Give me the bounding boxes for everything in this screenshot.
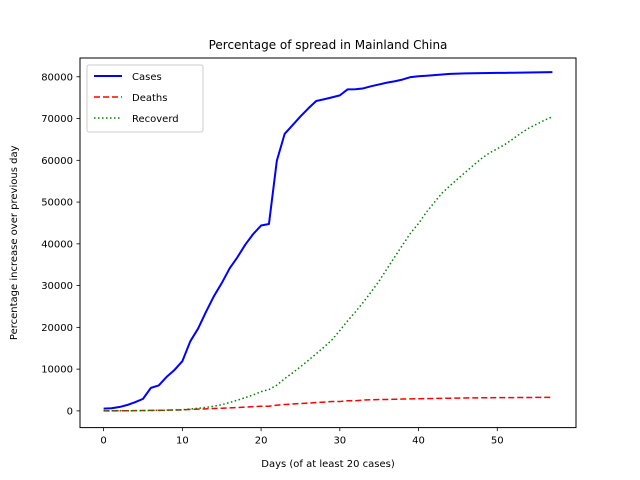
y-tick-label: 20000 [41, 323, 73, 334]
legend-label-cases: Cases [132, 72, 162, 83]
x-axis-label: Days (of at least 20 cases) [261, 459, 395, 470]
series-layer [103, 71, 553, 412]
y-tick-label: 30000 [41, 281, 73, 292]
x-tick-label: 50 [491, 436, 504, 447]
x-tick-label: 20 [255, 436, 268, 447]
x-tick-label: 0 [100, 436, 106, 447]
y-tick-label: 40000 [41, 239, 73, 250]
legend: Cases Deaths Recoverd [86, 64, 204, 133]
x-axis-ticks: 0 10 20 30 40 50 [100, 427, 504, 447]
legend-label-deaths: Deaths [132, 93, 167, 104]
y-tick-label: 80000 [41, 72, 73, 83]
series-line-cases [103, 71, 553, 410]
y-tick-label: 70000 [41, 114, 73, 125]
y-tick-label: 0 [67, 406, 73, 417]
y-axis-label: Percentage increase over previous day [9, 145, 20, 340]
x-tick-label: 10 [176, 436, 189, 447]
y-tick-label: 60000 [41, 156, 73, 167]
y-axis-ticks: 0 10000 20000 30000 40000 50000 60000 70000 8000… [41, 72, 80, 417]
plot-area-frame [79, 57, 577, 429]
y-tick-label: 10000 [41, 365, 73, 376]
legend-label-recoverd: Recoverd [132, 114, 179, 125]
x-tick-label: 30 [333, 436, 346, 447]
chart-title: Percentage of spread in Mainland China [209, 38, 448, 52]
y-tick-label: 50000 [41, 198, 73, 209]
series-line-deaths [103, 396, 553, 412]
x-tick-label: 40 [412, 436, 425, 447]
legend-box [86, 64, 204, 133]
